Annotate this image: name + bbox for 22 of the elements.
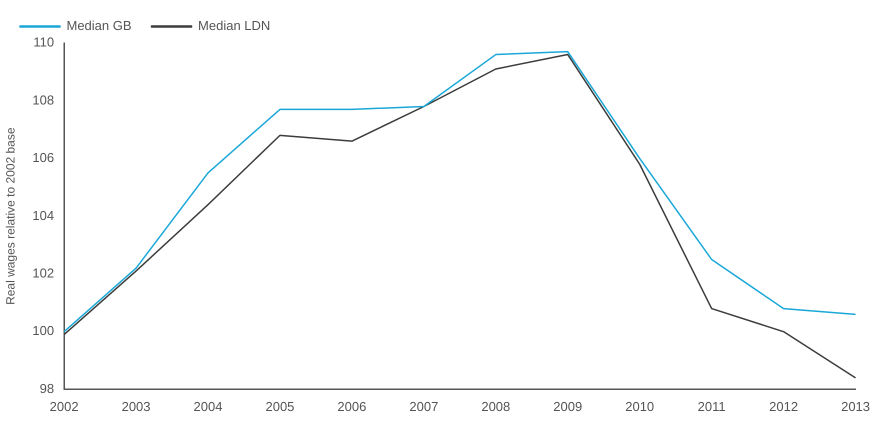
x-tick-label: 2002 <box>50 398 79 414</box>
x-tick-label: 2013 <box>841 398 870 414</box>
legend-label: Median GB <box>66 18 132 34</box>
y-axis-title: Real wages relative to 2002 base <box>4 127 18 305</box>
x-tick-label: 2010 <box>625 398 654 414</box>
x-tick-label: 2007 <box>409 398 438 414</box>
y-tick-label: 102 <box>32 266 54 281</box>
x-tick-label: 2004 <box>194 398 222 414</box>
y-tick-label: 100 <box>32 323 54 338</box>
y-tick-label: 104 <box>32 208 54 223</box>
legend-label: Median LDN <box>198 18 270 34</box>
x-tick-label: 2003 <box>122 398 150 414</box>
y-tick-label: 98 <box>40 380 54 396</box>
x-tick-label: 2012 <box>769 398 798 414</box>
x-tick-label: 2011 <box>698 398 726 414</box>
x-tick-label: 2005 <box>265 398 294 414</box>
y-tick-label: 106 <box>32 150 54 166</box>
x-tick-label: 2008 <box>481 398 510 414</box>
y-tick-label: 110 <box>33 34 54 50</box>
y-tick-label: 108 <box>32 92 54 108</box>
x-tick-label: 2009 <box>553 398 582 414</box>
x-tick-label: 2006 <box>337 398 366 414</box>
